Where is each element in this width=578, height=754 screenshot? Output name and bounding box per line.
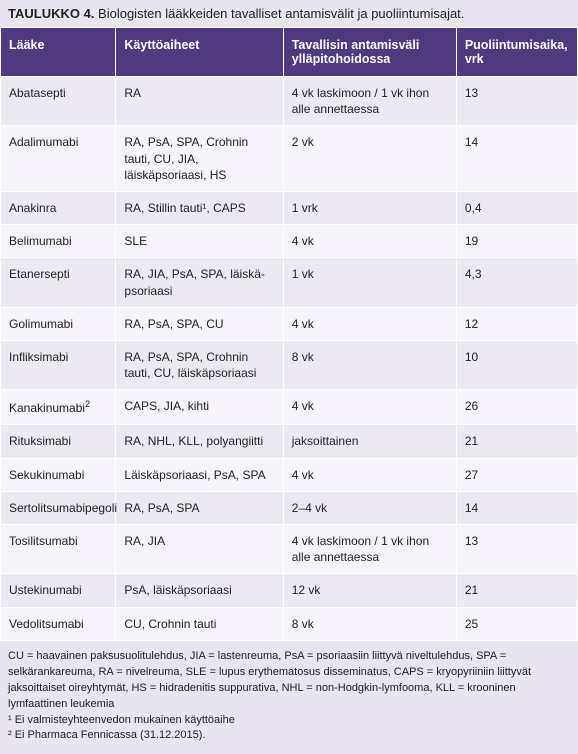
cell-drug: Anakinra xyxy=(1,191,116,224)
cell-drug: Tosilitsumabi xyxy=(1,525,116,574)
cell-halflife: 19 xyxy=(456,225,577,258)
cell-drug: Sekukinumabi xyxy=(1,458,116,491)
table-title: TAULUKKO 4. Biologisten lääkkeiden taval… xyxy=(0,0,578,27)
table-body: AbataseptiRA4 vk laskimoon / 1 vk ihon a… xyxy=(1,77,578,641)
cell-indications: RA, NHL, KLL, polyangiitti xyxy=(116,425,283,458)
cell-dosing: 8 vk xyxy=(283,340,456,389)
cell-indications: SLE xyxy=(116,225,283,258)
cell-halflife: 14 xyxy=(456,491,577,524)
table-figure: TAULUKKO 4. Biologisten lääkkeiden taval… xyxy=(0,0,578,754)
cell-indications: RA xyxy=(116,77,283,126)
cell-halflife: 12 xyxy=(456,307,577,340)
cell-dosing: 1 vk xyxy=(283,258,456,307)
table-title-prefix: TAULUKKO 4. xyxy=(8,6,94,21)
cell-halflife: 14 xyxy=(456,126,577,192)
table-title-rest: Biologisten lääkkeiden tavalliset antami… xyxy=(94,6,464,21)
footer-abbrev: CU = haavainen paksusuolitulehdus, JIA =… xyxy=(8,649,570,713)
col-header-3: Puoliintumisaika, vrk xyxy=(456,28,577,77)
cell-halflife: 26 xyxy=(456,390,577,425)
cell-drug: Vedolitsumabi xyxy=(1,607,116,640)
cell-halflife: 27 xyxy=(456,458,577,491)
footer-note-1: ¹ Ei valmisteyhteenvedon mukainen käyttö… xyxy=(8,713,570,729)
cell-halflife: 21 xyxy=(456,425,577,458)
table-row: AnakinraRA, Stillin tauti¹, CAPS1 vrk0,4 xyxy=(1,191,578,224)
col-header-2: Tavallisin antamisväli ylläpitohoidossa xyxy=(283,28,456,77)
cell-dosing: 4 vk xyxy=(283,390,456,425)
table-row: GolimumabiRA, PsA, SPA, CU4 vk12 xyxy=(1,307,578,340)
cell-indications: RA, Stillin tauti¹, CAPS xyxy=(116,191,283,224)
cell-indications: RA, JIA xyxy=(116,525,283,574)
cell-dosing: 12 vk xyxy=(283,574,456,607)
col-header-0: Lääke xyxy=(1,28,116,77)
cell-indications: RA, PsA, SPA xyxy=(116,491,283,524)
cell-indications: RA, PsA, SPA, CU xyxy=(116,307,283,340)
cell-halflife: 0,4 xyxy=(456,191,577,224)
table-row: InfliksimabiRA, PsA, SPA, Crohnin tauti,… xyxy=(1,340,578,389)
cell-dosing: jaksoittainen xyxy=(283,425,456,458)
cell-indications: RA, PsA, SPA, Crohnin tauti, CU, JIA, lä… xyxy=(116,126,283,192)
table-footer: CU = haavainen paksusuolitulehdus, JIA =… xyxy=(0,641,578,754)
cell-dosing: 1 vrk xyxy=(283,191,456,224)
table-row: SertolitsumabipegoliRA, PsA, SPA2–4 vk14 xyxy=(1,491,578,524)
cell-drug: Abatasepti xyxy=(1,77,116,126)
table-row: VedolitsumabiCU, Crohnin tauti8 vk25 xyxy=(1,607,578,640)
cell-drug: Rituksimabi xyxy=(1,425,116,458)
table-row: AbataseptiRA4 vk laskimoon / 1 vk ihon a… xyxy=(1,77,578,126)
cell-halflife: 13 xyxy=(456,77,577,126)
cell-dosing: 4 vk xyxy=(283,225,456,258)
cell-drug: Etanersepti xyxy=(1,258,116,307)
cell-halflife: 10 xyxy=(456,340,577,389)
table-row: UstekinumabiPsA, läiskäpsoriaasi12 vk21 xyxy=(1,574,578,607)
cell-drug: Adalimumabi xyxy=(1,126,116,192)
cell-drug: Infliksimabi xyxy=(1,340,116,389)
cell-dosing: 4 vk xyxy=(283,458,456,491)
cell-dosing: 4 vk laskimoon / 1 vk ihon alle annettae… xyxy=(283,77,456,126)
cell-indications: RA, PsA, SPA, Crohnin tauti, CU, läiskäp… xyxy=(116,340,283,389)
cell-dosing: 4 vk laskimoon / 1 vk ihon alle annettae… xyxy=(283,525,456,574)
cell-indications: PsA, läiskäpsoriaasi xyxy=(116,574,283,607)
table-row: RituksimabiRA, NHL, KLL, polyangiittijak… xyxy=(1,425,578,458)
footer-note-2: ² Ei Pharmaca Fennicassa (31.12.2015). xyxy=(8,728,570,744)
cell-drug: Sertolitsumabipegoli xyxy=(1,491,116,524)
cell-drug: Golimumabi xyxy=(1,307,116,340)
table-header: LääkeKäyttöaiheetTavallisin antamisväli … xyxy=(1,28,578,77)
table-row: SekukinumabiLäiskäpsoriaasi, PsA, SPA4 v… xyxy=(1,458,578,491)
table-row: BelimumabiSLE4 vk19 xyxy=(1,225,578,258)
cell-dosing: 2–4 vk xyxy=(283,491,456,524)
table-row: TosilitsumabiRA, JIA4 vk laskimoon / 1 v… xyxy=(1,525,578,574)
drug-table: LääkeKäyttöaiheetTavallisin antamisväli … xyxy=(0,27,578,641)
col-header-1: Käyttöaiheet xyxy=(116,28,283,77)
cell-halflife: 21 xyxy=(456,574,577,607)
cell-dosing: 8 vk xyxy=(283,607,456,640)
table-row: AdalimumabiRA, PsA, SPA, Crohnin tauti, … xyxy=(1,126,578,192)
table-row: Kanakinumabi2CAPS, JIA, kihti4 vk26 xyxy=(1,390,578,425)
table-row: EtanerseptiRA, JIA, PsA, SPA, läiskä­pso… xyxy=(1,258,578,307)
cell-dosing: 2 vk xyxy=(283,126,456,192)
cell-halflife: 13 xyxy=(456,525,577,574)
cell-drug: Belimumabi xyxy=(1,225,116,258)
cell-drug: Kanakinumabi2 xyxy=(1,390,116,425)
cell-dosing: 4 vk xyxy=(283,307,456,340)
cell-drug: Ustekinumabi xyxy=(1,574,116,607)
cell-indications: CU, Crohnin tauti xyxy=(116,607,283,640)
cell-indications: RA, JIA, PsA, SPA, läiskä­psoriaasi xyxy=(116,258,283,307)
cell-indications: CAPS, JIA, kihti xyxy=(116,390,283,425)
cell-halflife: 4,3 xyxy=(456,258,577,307)
cell-indications: Läiskäpsoriaasi, PsA, SPA xyxy=(116,458,283,491)
cell-halflife: 25 xyxy=(456,607,577,640)
